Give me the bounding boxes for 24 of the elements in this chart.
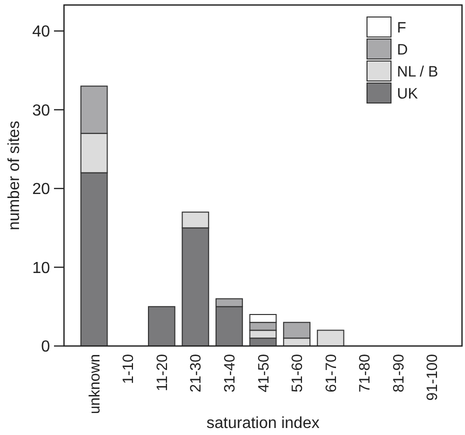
- y-tick-label: 30: [32, 102, 50, 120]
- x-tick-label: 81-90: [390, 354, 408, 392]
- bar: [316, 330, 344, 346]
- x-tick-label: unknown: [86, 354, 104, 414]
- y-tick-label: 0: [41, 338, 50, 356]
- legend-label: F: [397, 19, 406, 36]
- y-axis-title: number of sites: [6, 120, 23, 230]
- x-axis-title: saturation index: [206, 415, 320, 432]
- x-tick-label: 91-100: [424, 354, 442, 401]
- x-tick-label: 71-80: [356, 354, 374, 392]
- y-tick-label: 10: [32, 260, 50, 277]
- x-tick-label: 31-40: [221, 354, 238, 392]
- x-tick-label: 1-10: [120, 354, 138, 384]
- legend-label: NL / B: [397, 63, 438, 80]
- x-tick-label: 21-30: [188, 354, 205, 392]
- x-tick-label: 51-60: [289, 354, 306, 392]
- x-tick-label: 41-50: [255, 354, 272, 392]
- legend-label: UK: [397, 85, 418, 102]
- bar: [148, 306, 176, 346]
- y-tick-label: 40: [32, 24, 50, 41]
- legend-label: D: [397, 41, 408, 58]
- x-tick-label: 61-70: [322, 354, 340, 392]
- y-tick-label: 20: [32, 181, 50, 198]
- x-tick-label: 11-20: [154, 354, 171, 392]
